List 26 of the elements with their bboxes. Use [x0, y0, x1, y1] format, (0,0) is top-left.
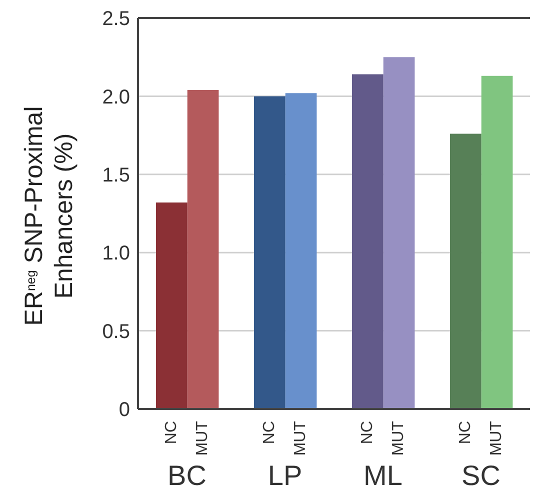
text: MUT — [488, 421, 506, 456]
bar — [352, 74, 384, 409]
y-tick-label: 2.5 — [102, 8, 130, 30]
bar — [481, 76, 513, 409]
y-tick-label: 1.0 — [102, 242, 130, 265]
x-tick-label: LP — [268, 460, 302, 491]
text: NC — [456, 421, 474, 444]
bar — [254, 96, 286, 409]
text: MUT — [194, 420, 212, 456]
bar — [187, 90, 219, 409]
y-tick-label: 0 — [118, 399, 130, 422]
text: NC — [260, 421, 278, 444]
bar — [383, 57, 415, 409]
y-tick-label: 2.0 — [102, 86, 130, 108]
y-tick-label: 1.5 — [102, 164, 130, 186]
text: MUT — [390, 421, 408, 456]
x-tick-label: SC — [462, 460, 500, 491]
bar — [156, 202, 188, 409]
y-tick-label: 0.5 — [102, 320, 130, 343]
text: NC — [162, 421, 180, 444]
x-tick-label: ML — [364, 460, 402, 491]
bar — [450, 134, 482, 409]
bar — [285, 93, 317, 409]
text: MUT — [292, 421, 310, 456]
x-tick-label: BC — [168, 460, 206, 491]
text: NC — [358, 421, 376, 444]
